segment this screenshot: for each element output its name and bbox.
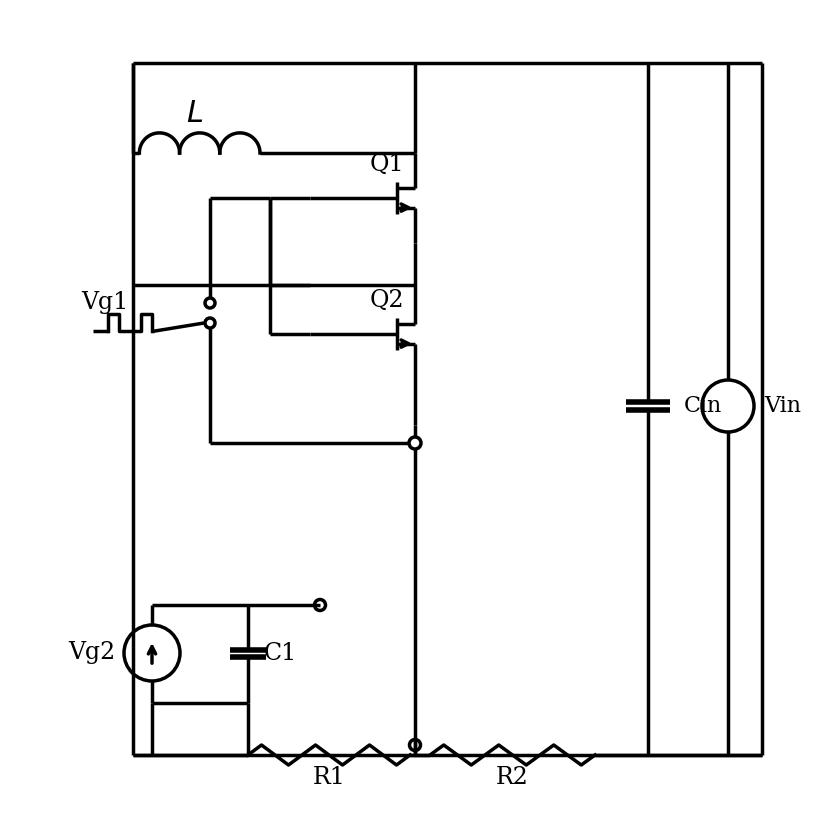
Text: $L$: $L$	[186, 98, 204, 128]
Text: Q1: Q1	[370, 153, 404, 176]
Text: Vg1: Vg1	[81, 292, 129, 315]
Text: R1: R1	[312, 766, 346, 789]
Text: C1: C1	[263, 641, 296, 664]
Text: Q2: Q2	[370, 289, 404, 311]
Text: Vin: Vin	[764, 395, 801, 417]
Text: Cin: Cin	[684, 395, 722, 417]
Text: Vg2: Vg2	[68, 641, 115, 664]
Text: R2: R2	[496, 766, 529, 789]
